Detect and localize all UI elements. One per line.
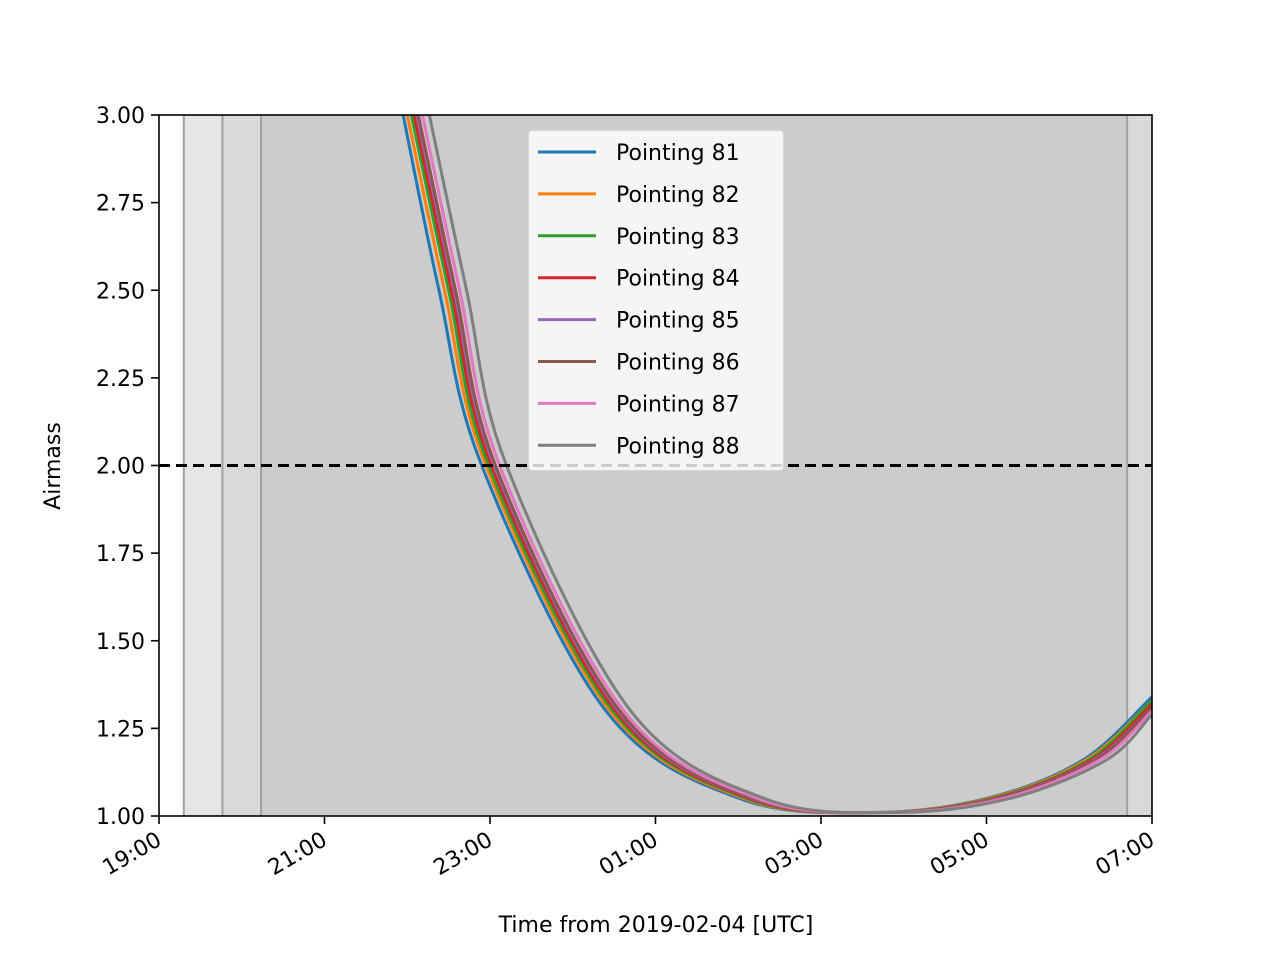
legend: Pointing 81 Pointing 82 Pointing 83 Pointin… — [527, 129, 785, 472]
legend-label: Pointing 87 — [616, 392, 740, 417]
x-tick-label: 01:00 — [595, 828, 662, 881]
series-lines — [401, 115, 1152, 815]
legend-label: Pointing 88 — [616, 434, 740, 459]
legend-label: Pointing 84 — [616, 267, 740, 292]
legend-label: Pointing 82 — [616, 183, 740, 208]
x-tick-label: 23:00 — [430, 828, 497, 881]
x-axis-label: Time from 2019-02-04 [UTC] — [498, 913, 814, 938]
y-tick-label: 3.00 — [96, 104, 145, 129]
legend-label: Pointing 83 — [616, 225, 740, 250]
y-axis-label: Airmass — [41, 422, 66, 510]
legend-label: Pointing 85 — [616, 309, 740, 334]
y-tick-label: 1.25 — [96, 717, 145, 742]
x-tick-label: 21:00 — [264, 828, 331, 881]
legend-label: Pointing 81 — [616, 141, 740, 166]
y-tick-label: 2.50 — [96, 279, 145, 304]
series-line — [427, 115, 1152, 815]
x-tick-label: 19:00 — [99, 828, 166, 881]
x-axis-ticks: 19:00 21:00 23:00 01:00 03:00 05:00 07:00 — [99, 816, 1159, 881]
series-line — [420, 115, 1152, 815]
y-tick-label: 1.50 — [96, 630, 145, 655]
y-tick-label: 1.00 — [96, 805, 145, 830]
y-tick-label: 2.25 — [96, 367, 145, 392]
y-tick-label: 1.75 — [96, 542, 145, 567]
legend-box — [527, 129, 785, 472]
y-tick-label: 2.00 — [96, 455, 145, 480]
y-axis-ticks: 1.00 1.25 1.50 1.75 2.00 2.25 2.50 2.75 3.00 — [96, 104, 159, 830]
y-tick-label: 2.75 — [96, 192, 145, 217]
x-tick-label: 03:00 — [761, 828, 828, 881]
x-tick-label: 05:00 — [926, 828, 993, 881]
x-tick-label: 07:00 — [1092, 828, 1159, 881]
legend-label: Pointing 86 — [616, 351, 740, 376]
